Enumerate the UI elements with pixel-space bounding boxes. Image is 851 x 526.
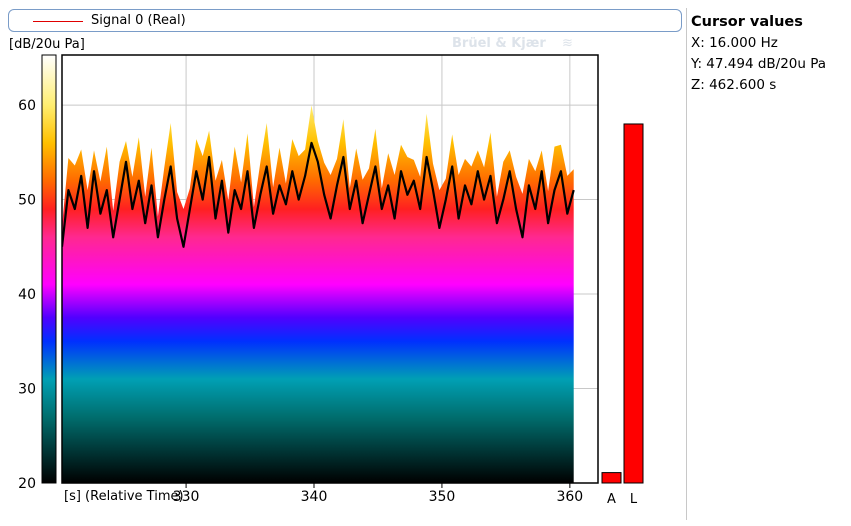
y-tick-label: 60	[18, 98, 36, 114]
chart-svg[interactable]: 20 30 40 50 60 330 340 350 360 [s] (Relative Ti…	[0, 0, 686, 526]
cursor-values-title: Cursor values	[691, 14, 803, 30]
y-tick-label: 30	[18, 382, 36, 398]
y-axis-unit-label: [dB/20u Pa]	[9, 37, 85, 52]
level-bar-A[interactable]	[601, 472, 622, 484]
level-bar-label: A	[607, 492, 616, 507]
panel-divider	[686, 8, 687, 520]
y-tick-label: 50	[18, 193, 36, 209]
legend-line-sample	[33, 21, 83, 22]
x-tick-labels: 330 340 350 360	[173, 483, 583, 505]
legend-signal-label: Signal 0 (Real)	[91, 13, 186, 28]
cursor-z-value: Z: 462.600 s	[691, 77, 777, 93]
x-tick-label: 330	[173, 489, 200, 505]
colorbar	[41, 54, 57, 484]
y-tick-label: 20	[18, 476, 36, 492]
x-axis-label: [s] (Relative Time)	[64, 489, 184, 504]
x-tick-label: 350	[429, 489, 456, 505]
level-bar-L[interactable]	[623, 123, 644, 484]
cursor-y-value: Y: 47.494 dB/20u Pa	[691, 56, 827, 72]
logo-wave-icon: ≋	[562, 36, 573, 51]
cursor-values-panel: Cursor values X: 16.000 Hz Y: 47.494 dB/…	[691, 12, 826, 96]
x-tick-label: 360	[556, 489, 583, 505]
plot-border	[61, 54, 599, 484]
x-tick-label: 340	[301, 489, 328, 505]
y-tick-label: 40	[18, 287, 36, 303]
watermark-logo: Brüel & Kjær	[452, 36, 546, 51]
level-bar-label: L	[630, 492, 638, 507]
spectrum-area-layer	[62, 105, 575, 483]
signal-line	[62, 141, 575, 248]
y-tick-labels: 20 30 40 50 60	[18, 98, 36, 492]
cursor-x-value: X: 16.000 Hz	[691, 35, 778, 51]
legend-box[interactable]: Signal 0 (Real)	[8, 9, 682, 32]
